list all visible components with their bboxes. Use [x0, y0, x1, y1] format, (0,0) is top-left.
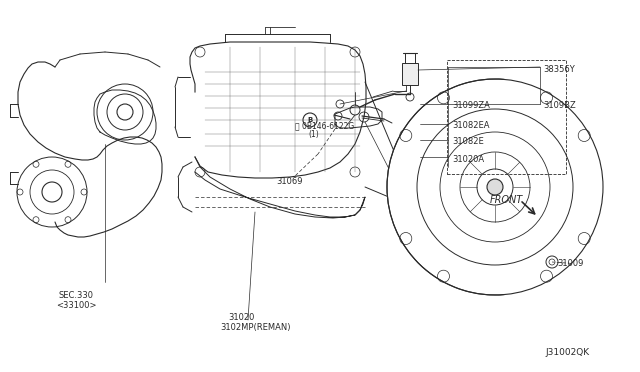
- Text: B: B: [307, 117, 312, 123]
- Text: 31020A: 31020A: [452, 154, 484, 164]
- Text: Ⓑ 0B146-6122G: Ⓑ 0B146-6122G: [295, 121, 355, 130]
- Text: <33100>: <33100>: [56, 301, 96, 310]
- Text: SEC.330: SEC.330: [58, 291, 93, 300]
- Text: (1): (1): [308, 130, 319, 139]
- Circle shape: [487, 179, 503, 195]
- Text: 31082E: 31082E: [452, 138, 484, 147]
- Bar: [402, 63, 418, 85]
- Text: FRONT: FRONT: [490, 195, 524, 205]
- Text: 3109BZ: 3109BZ: [543, 102, 576, 110]
- Text: 38356Y: 38356Y: [543, 65, 575, 74]
- Text: J31002QK: J31002QK: [546, 348, 590, 357]
- Text: 31069: 31069: [276, 177, 303, 186]
- Text: 31099ZA: 31099ZA: [452, 102, 490, 110]
- Text: 31082EA: 31082EA: [452, 122, 490, 131]
- Text: 3102MP(REMAN): 3102MP(REMAN): [220, 323, 291, 332]
- Text: 31009: 31009: [557, 260, 584, 269]
- Text: 31020: 31020: [228, 313, 254, 322]
